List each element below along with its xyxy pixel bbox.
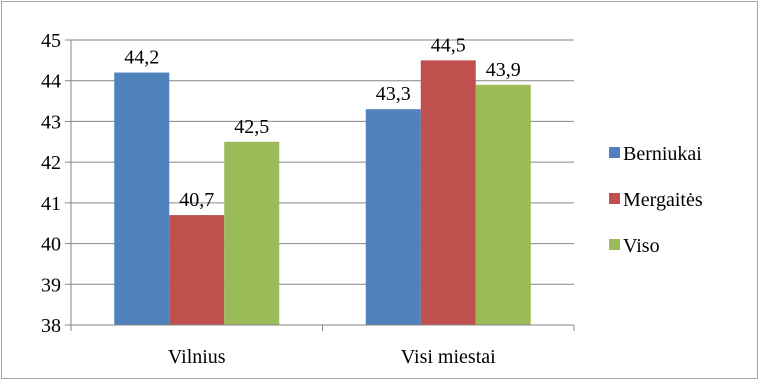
data-label: 43,9 (486, 59, 521, 81)
legend-label: Berniukai (623, 143, 702, 165)
data-label: 44,5 (431, 34, 466, 56)
legend-label: Viso (623, 235, 660, 257)
x-category-label: Visi miestai (401, 346, 496, 368)
y-tick-label: 43 (41, 111, 61, 133)
bar-Berniukai-Visi miestai (365, 109, 421, 325)
y-axis-ticks: 38 39 40 41 42 43 44 45 (41, 30, 61, 337)
data-label: 40,7 (179, 189, 214, 211)
legend-swatch-Berniukai (609, 147, 620, 158)
data-label: 44,2 (124, 47, 159, 69)
y-tick-label: 38 (41, 315, 61, 337)
y-tick-label: 42 (41, 152, 61, 174)
legend-swatch-Viso (609, 239, 620, 250)
bars (114, 60, 531, 326)
bar-Mergaitės-Visi miestai (420, 60, 476, 325)
y-tick-label: 40 (41, 234, 61, 256)
x-axis: Vilnius Visi miestai (70, 324, 575, 368)
y-tick-label: 39 (41, 274, 61, 296)
bar-Mergaitės-Vilnius (169, 215, 225, 325)
y-tick-label: 41 (41, 193, 61, 215)
data-label: 43,3 (376, 83, 411, 105)
legend-swatch-Mergaitės (609, 193, 620, 204)
x-category-label: Vilnius (168, 346, 226, 368)
legend: Berniukai Mergaitės Viso (609, 143, 703, 257)
y-tick-label: 44 (41, 71, 61, 93)
y-tick-label: 45 (41, 30, 61, 52)
data-labels: 44,2 40,7 42,5 43,3 44,5 43,9 (124, 34, 521, 211)
bar-Viso-Vilnius (224, 141, 280, 325)
bar-Viso-Visi miestai (475, 84, 531, 326)
bar-Berniukai-Vilnius (114, 72, 170, 325)
legend-label: Mergaitės (623, 189, 703, 211)
data-label: 42,5 (234, 116, 269, 138)
